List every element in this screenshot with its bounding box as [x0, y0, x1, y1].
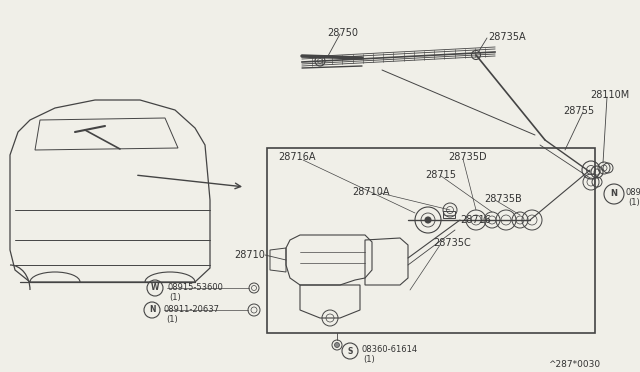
Text: 28750: 28750	[327, 28, 358, 38]
Text: 28735C: 28735C	[433, 238, 471, 248]
Text: 28716A: 28716A	[278, 152, 316, 162]
Text: 28735B: 28735B	[484, 194, 522, 204]
Text: 08911-20637: 08911-20637	[164, 305, 220, 314]
Bar	[267, 148, 595, 333]
Text: W: W	[151, 283, 159, 292]
Text: N: N	[611, 189, 618, 199]
Text: (1): (1)	[166, 315, 178, 324]
Text: 08911-3081A: 08911-3081A	[626, 188, 640, 197]
Text: ^287*0030: ^287*0030	[548, 360, 600, 369]
Circle shape	[335, 343, 339, 347]
Text: (1): (1)	[169, 293, 180, 302]
Text: 28710A: 28710A	[352, 187, 390, 197]
Text: 08360-61614: 08360-61614	[361, 345, 417, 354]
Text: 28710: 28710	[234, 250, 265, 260]
Text: N: N	[148, 305, 156, 314]
Text: (1): (1)	[628, 198, 640, 207]
Circle shape	[425, 217, 431, 223]
Text: (1): (1)	[363, 355, 375, 364]
Text: S: S	[348, 346, 353, 356]
Text: 28110M: 28110M	[590, 90, 629, 100]
Text: 28755: 28755	[563, 106, 594, 116]
Text: 28715: 28715	[425, 170, 456, 180]
Text: 28735D: 28735D	[448, 152, 486, 162]
Text: 28716: 28716	[460, 215, 491, 225]
Text: 08915-53600: 08915-53600	[167, 283, 223, 292]
Text: 28735A: 28735A	[488, 32, 525, 42]
